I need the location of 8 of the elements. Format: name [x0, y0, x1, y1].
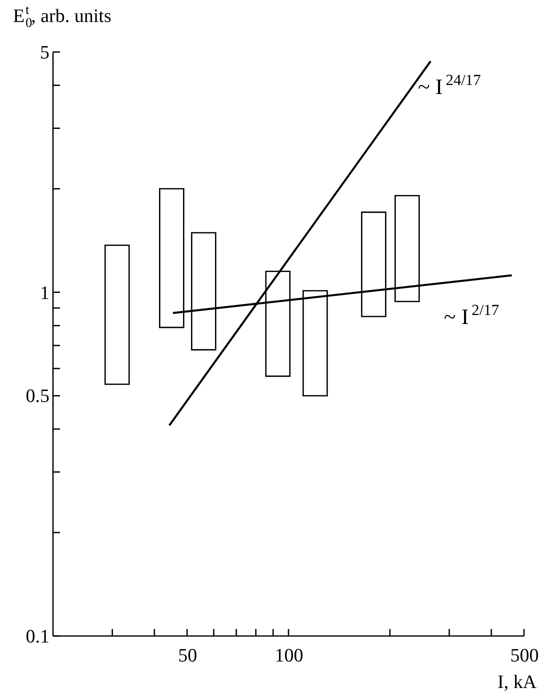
- y-tick-label: 1: [40, 282, 50, 304]
- y-tick-label: 0.1: [26, 626, 50, 648]
- x-axis-title: I, kA: [498, 672, 537, 693]
- x-tick-label: 100: [274, 646, 304, 666]
- x-tick-label: 500: [510, 646, 539, 666]
- y-tick-label: 5: [40, 42, 50, 64]
- x-tick-label: 50: [178, 646, 198, 666]
- y-tick-label: 0.5: [26, 386, 50, 408]
